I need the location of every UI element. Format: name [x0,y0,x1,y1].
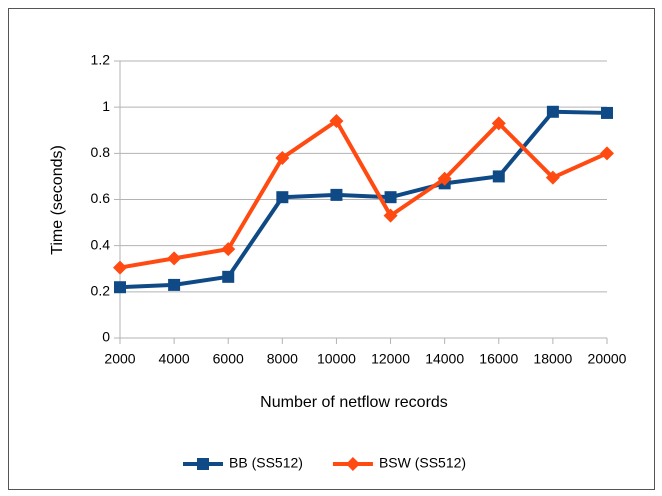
marker [384,191,397,204]
marker [437,171,452,186]
y-tick-label: 0 [102,329,110,345]
legend-marker [197,458,209,470]
x-tick-label: 8000 [267,351,298,367]
y-axis-label: Time (seconds) [49,145,66,255]
x-tick-label: 20000 [588,351,627,367]
marker [546,105,559,118]
x-tick-label: 10000 [317,351,356,367]
marker [221,242,236,257]
legend-label: BSW (SS512) [379,455,466,471]
x-tick-label: 16000 [479,351,518,367]
legend-marker [345,457,360,471]
marker [601,106,613,119]
marker [222,270,235,283]
chart-frame [8,8,655,490]
y-tick-label: 0.4 [91,236,111,252]
marker [114,281,126,294]
marker [492,170,505,183]
x-tick-label: 4000 [159,351,190,367]
marker [600,146,614,161]
y-tick-label: 1 [102,98,110,114]
marker [545,170,560,185]
marker [329,114,344,129]
x-tick-label: 12000 [371,351,410,367]
marker [276,191,289,204]
marker [383,208,398,223]
x-tick-label: 6000 [213,351,244,367]
x-tick-label: 14000 [425,351,464,367]
y-tick-label: 0.2 [91,283,111,299]
series-line [119,109,608,290]
marker [491,116,506,131]
series-line [119,119,608,270]
x-tick-label: 2000 [104,351,135,367]
legend-label: BB (SS512) [229,455,303,471]
marker [113,260,127,275]
marker [168,278,181,291]
y-tick-label: 0.8 [91,144,111,160]
y-tick-label: 1.2 [91,52,111,68]
y-tick-label: 0.6 [91,190,111,206]
marker [167,251,182,266]
x-tick-label: 18000 [533,351,572,367]
marker [275,150,290,165]
marker [330,188,343,201]
x-axis-label: Number of netflow records [260,394,448,411]
